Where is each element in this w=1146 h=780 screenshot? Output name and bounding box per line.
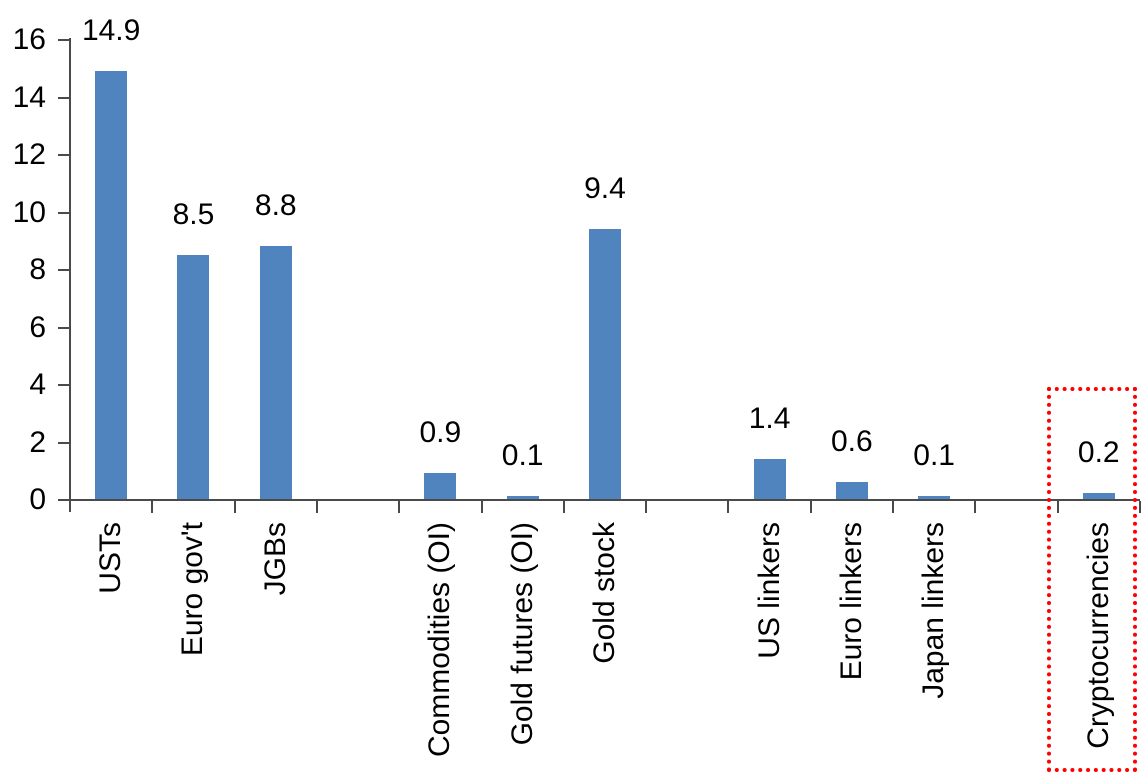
- y-axis-tick: [58, 441, 70, 444]
- highlight-box: [1047, 387, 1137, 772]
- x-axis-tick: [398, 501, 401, 513]
- bar-commodities-oi-: [424, 473, 457, 499]
- y-axis-tick-label: 2: [29, 425, 46, 459]
- y-axis-tick-label: 4: [29, 368, 46, 401]
- value-label: 0.1: [913, 439, 955, 473]
- category-label: USTs: [94, 522, 128, 594]
- x-axis-tick: [645, 501, 648, 513]
- y-axis-tick: [58, 96, 70, 99]
- x-axis-tick: [1138, 501, 1141, 513]
- category-label: Commodities (OI): [423, 522, 457, 758]
- bar-gold-stock: [588, 228, 621, 499]
- bar-euro-gov-t: [177, 254, 210, 499]
- category-label: JGBs: [258, 522, 292, 596]
- category-label: Euro linkers: [834, 522, 868, 681]
- value-label: 14.9: [81, 13, 141, 47]
- y-axis-tick: [58, 211, 70, 214]
- bar-usts: [95, 70, 128, 499]
- y-axis-tick-label: 10: [12, 195, 46, 229]
- bar-cryptocurrencies: [1082, 493, 1115, 499]
- y-axis-line: [69, 38, 71, 512]
- value-label: 1.4: [748, 401, 791, 435]
- value-label: 0.9: [419, 416, 462, 450]
- category-label: Japan linkers: [917, 522, 951, 699]
- y-axis-tick-label: 0: [29, 483, 46, 516]
- x-axis-tick: [1056, 501, 1059, 513]
- category-label: Gold stock: [587, 522, 621, 664]
- x-axis-tick: [480, 501, 483, 513]
- y-axis-tick: [58, 499, 70, 501]
- y-axis-tick: [58, 326, 70, 329]
- y-axis-tick-label: 16: [12, 23, 46, 56]
- bar-japan-linkers: [918, 496, 951, 499]
- y-axis-tick-label: 12: [12, 138, 46, 171]
- value-label: 9.4: [584, 171, 626, 205]
- x-axis-tick: [233, 501, 236, 513]
- category-label: US linkers: [752, 522, 786, 659]
- bar-jgbs: [259, 246, 292, 499]
- x-axis-tick: [562, 501, 565, 513]
- y-axis-tick: [58, 39, 70, 41]
- bar-euro-linkers: [835, 481, 868, 499]
- y-axis-tick-label: 8: [29, 253, 46, 286]
- y-axis-tick: [58, 269, 70, 271]
- x-axis-line: [69, 499, 1140, 501]
- x-axis-tick: [892, 501, 894, 513]
- y-axis-tick: [58, 154, 70, 156]
- value-label: 0.6: [830, 424, 873, 458]
- y-axis-tick: [58, 384, 70, 386]
- y-axis-tick-label: 14: [12, 80, 46, 114]
- x-axis-tick: [809, 501, 812, 513]
- x-axis-tick: [727, 501, 730, 513]
- bar-us-linkers: [753, 458, 786, 499]
- value-label: 8.8: [254, 189, 297, 222]
- x-axis-tick: [974, 501, 977, 513]
- y-axis-tick-label: 6: [29, 310, 46, 344]
- bar-gold-futures-oi-: [506, 496, 539, 499]
- x-axis-tick: [315, 501, 318, 513]
- x-axis-tick: [151, 501, 154, 513]
- category-label: Gold futures (OI): [505, 522, 539, 746]
- value-label: 8.5: [172, 197, 215, 231]
- value-label: 0.2: [1077, 436, 1120, 470]
- value-label: 0.1: [501, 439, 544, 473]
- category-label: Euro gov't: [176, 522, 210, 657]
